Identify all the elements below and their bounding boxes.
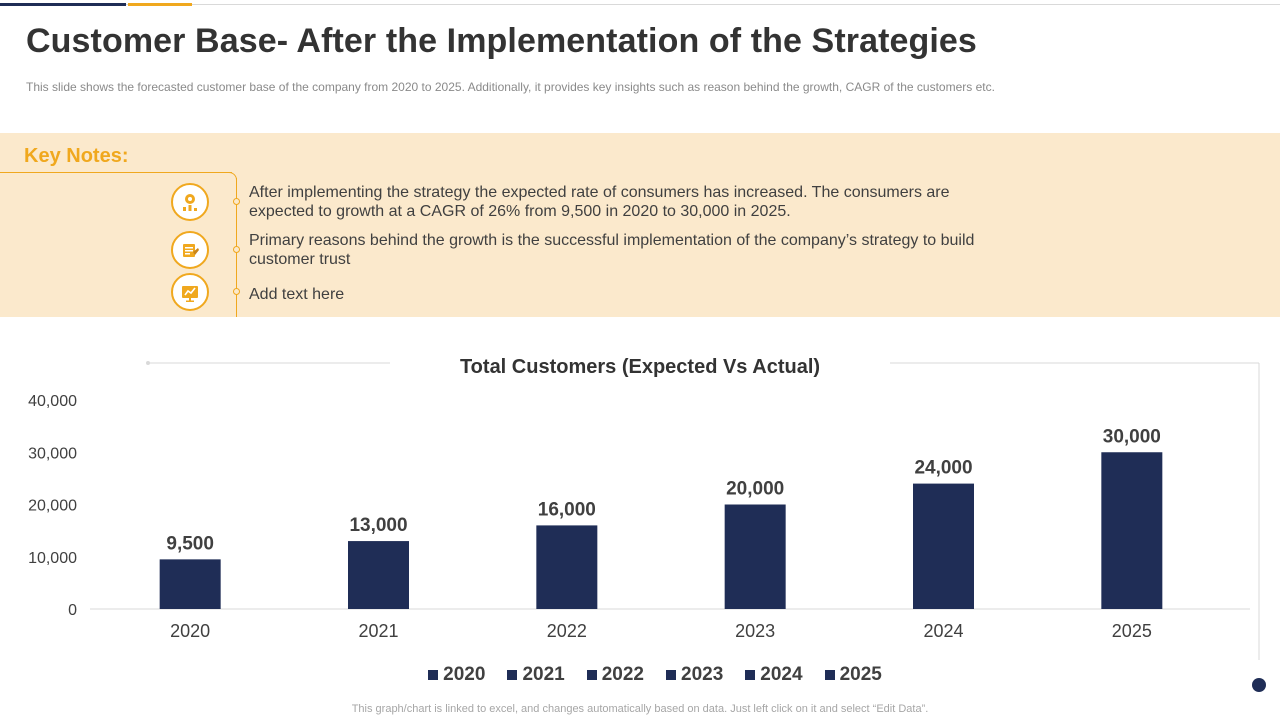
strategy-board-icon xyxy=(171,273,209,311)
bar-data-label: 24,000 xyxy=(914,458,972,479)
bar-data-label: 9,500 xyxy=(166,533,214,554)
chart-frame-dot xyxy=(146,361,150,365)
bar-data-label: 13,000 xyxy=(349,515,407,536)
legend-item: 2021 xyxy=(507,664,565,686)
key-notes-panel xyxy=(0,133,1280,317)
note-marker xyxy=(233,246,240,253)
legend-swatch xyxy=(824,670,835,680)
corner-dot xyxy=(1252,678,1266,692)
chart-title: Total Customers (Expected Vs Actual) xyxy=(460,356,820,378)
note-marker xyxy=(233,288,240,295)
legend-swatch xyxy=(586,670,597,680)
growth-chart-icon xyxy=(171,183,209,221)
x-tick-label: 2021 xyxy=(358,621,398,641)
key-notes-heading: Key Notes: xyxy=(24,145,129,167)
x-tick-label: 2025 xyxy=(1112,621,1152,641)
bar xyxy=(536,525,598,609)
bar-data-label: 16,000 xyxy=(538,499,596,520)
legend-label: 2021 xyxy=(522,664,565,685)
y-tick-label: 40,000 xyxy=(28,393,77,410)
legend-swatch xyxy=(745,670,756,680)
legend-item: 2025 xyxy=(824,664,882,686)
legend-label: 2024 xyxy=(760,664,803,685)
chart-legend: 2020 2021 2022 2023 2024 2025 xyxy=(0,664,1280,686)
x-tick-label: 2024 xyxy=(923,621,963,641)
bar xyxy=(348,541,409,609)
page-title: Customer Base- After the Implementation … xyxy=(26,22,977,60)
top-rule xyxy=(0,4,1280,5)
bar-data-label: 20,000 xyxy=(726,479,784,500)
legend-swatch xyxy=(428,670,439,680)
legend-swatch xyxy=(507,670,518,680)
note-text: Primary reasons behind the growth is the… xyxy=(249,232,975,268)
bar xyxy=(159,559,221,609)
note-text: After implementing the strategy the expe… xyxy=(249,184,950,220)
top-accent-dark xyxy=(0,3,126,6)
x-tick-label: 2023 xyxy=(735,621,775,641)
legend-item: 2023 xyxy=(666,664,723,686)
legend-label: 2023 xyxy=(681,664,724,685)
y-tick-label: 10,000 xyxy=(28,550,77,567)
y-tick-label: 20,000 xyxy=(28,498,77,515)
legend-swatch xyxy=(666,670,676,680)
top-accent-gold xyxy=(128,3,192,6)
legend-item: 2022 xyxy=(586,664,644,686)
bar xyxy=(724,504,786,609)
legend-item: 2020 xyxy=(428,664,485,686)
x-tick-label: 2020 xyxy=(170,621,210,641)
bar-data-label: 30,000 xyxy=(1103,426,1161,447)
footer-note: This graph/chart is linked to excel, and… xyxy=(351,703,929,715)
y-tick-label: 30,000 xyxy=(28,445,77,462)
bar xyxy=(913,483,974,609)
legend-label: 2025 xyxy=(839,664,882,685)
note-text: Add text here xyxy=(249,286,345,303)
legend-label: 2022 xyxy=(601,664,644,685)
y-tick-label: 0 xyxy=(68,602,77,619)
bar xyxy=(1101,452,1163,609)
bar-chart: Total Customers (Expected Vs Actual) 0 10… xyxy=(28,356,1260,660)
x-tick-label: 2022 xyxy=(547,621,587,641)
note-marker xyxy=(233,198,240,205)
handshake-icon xyxy=(171,231,209,269)
legend-label: 2020 xyxy=(443,664,486,685)
key-notes-connector-corner xyxy=(228,172,237,181)
page-subtitle: This slide shows the forecasted customer… xyxy=(26,80,995,94)
legend-item: 2024 xyxy=(745,664,803,686)
key-notes-connector xyxy=(0,172,232,173)
